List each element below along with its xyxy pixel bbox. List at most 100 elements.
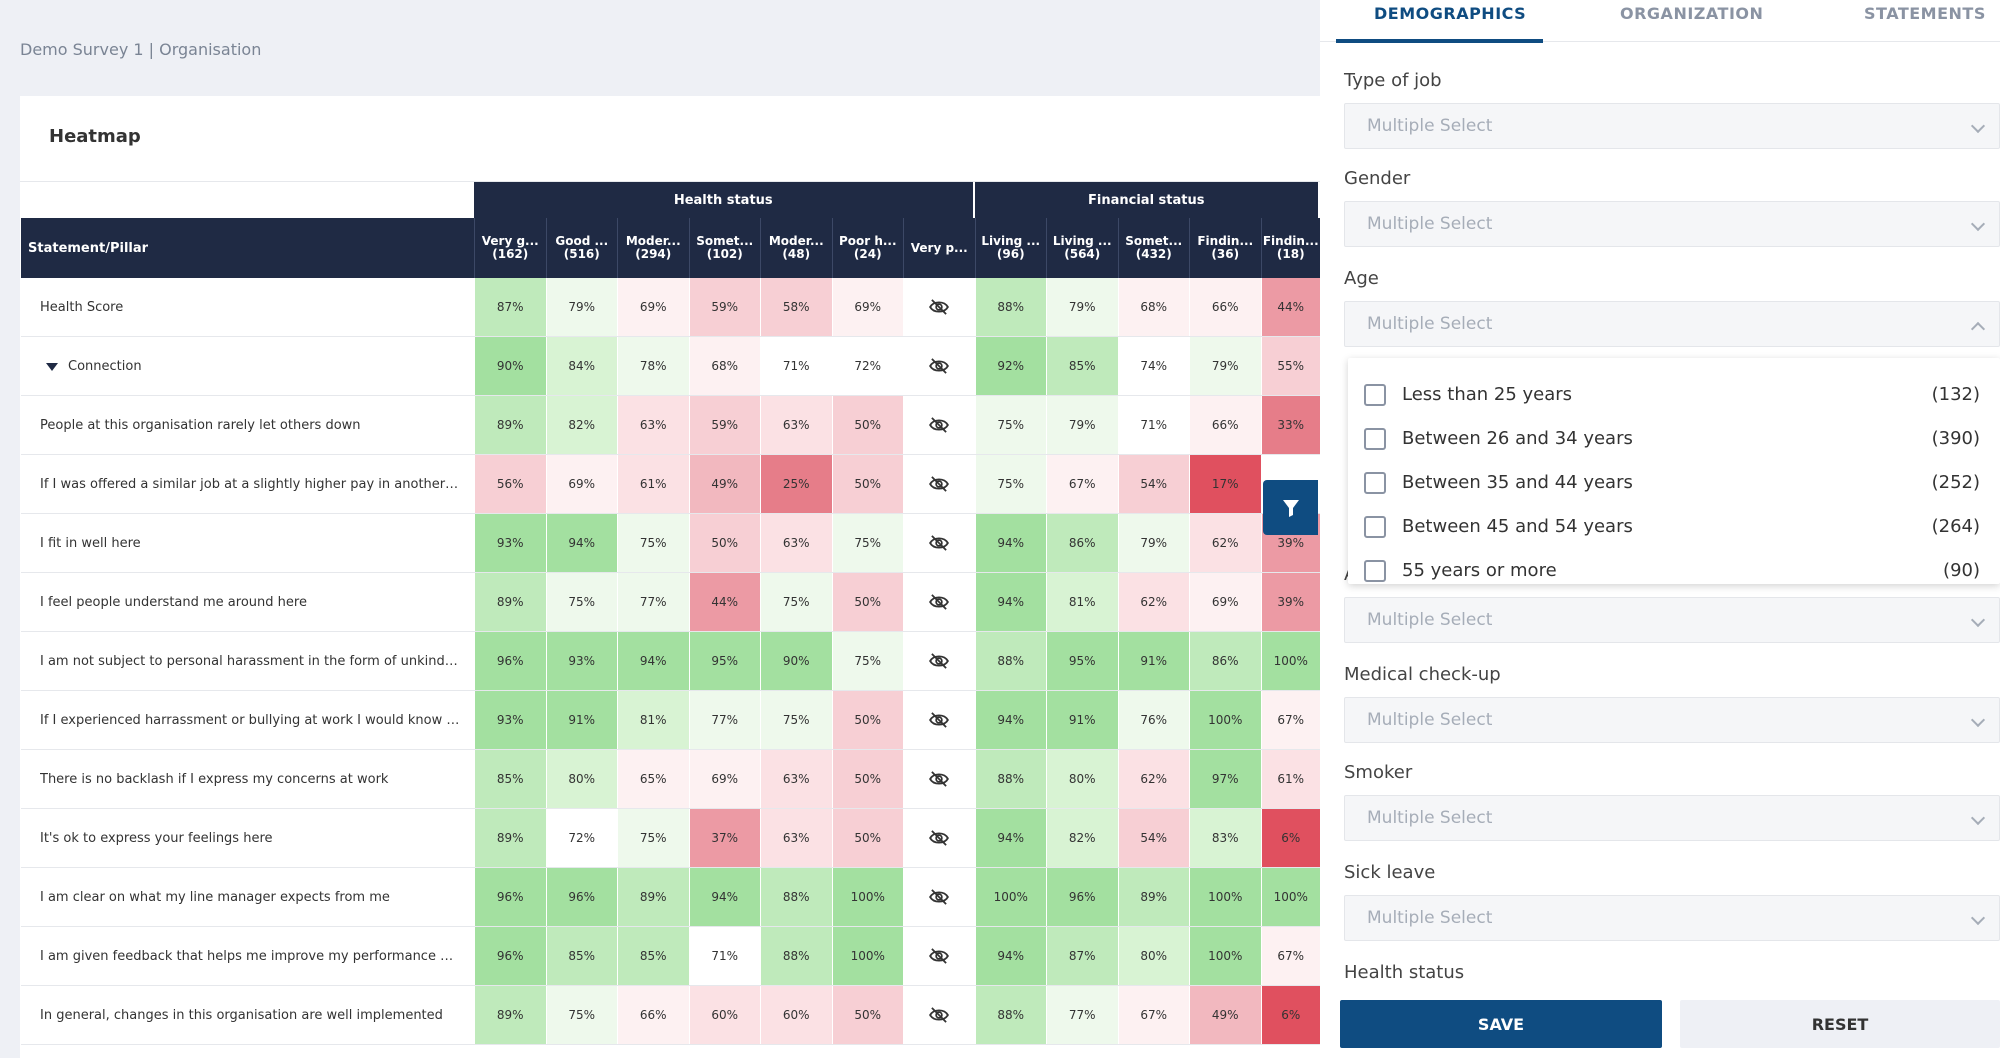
heatmap-cell[interactable]: 69% [1189,573,1261,631]
heatmap-cell[interactable]: 63% [760,809,832,867]
heatmap-cell[interactable]: 94% [974,691,1046,749]
heatmap-cell[interactable]: 96% [1046,868,1118,926]
heatmap-cell[interactable]: 71% [1117,396,1189,454]
column-header[interactable]: Living ... (96) [974,218,1047,278]
age-option[interactable]: Between 35 and 44 years (252) [1348,460,2000,504]
heatmap-cell[interactable]: 33% [1260,396,1320,454]
tab-demographics[interactable]: DEMOGRAPHICS [1374,4,1527,23]
checkbox[interactable] [1364,384,1386,406]
heatmap-cell[interactable]: 6% [1260,809,1320,867]
heatmap-cell[interactable]: 83% [1189,809,1261,867]
heatmap-cell[interactable] [903,396,975,454]
heatmap-cell[interactable]: 78% [617,337,689,395]
heatmap-cell[interactable]: 94% [974,927,1046,985]
heatmap-cell[interactable]: 89% [474,573,546,631]
heatmap-cell[interactable]: 61% [617,455,689,513]
heatmap-cell[interactable] [903,514,975,572]
heatmap-cell[interactable] [903,750,975,808]
heatmap-cell[interactable]: 69% [545,455,617,513]
heatmap-cell[interactable]: 95% [1046,632,1118,690]
heatmap-cell[interactable]: 67% [1260,691,1320,749]
heatmap-cell[interactable]: 100% [1260,632,1320,690]
heatmap-cell[interactable] [903,573,975,631]
heatmap-cell[interactable]: 95% [688,632,760,690]
column-header[interactable]: Somet... (432) [1117,218,1190,278]
column-header[interactable]: Good ... (516) [545,218,618,278]
heatmap-cell[interactable]: 89% [474,809,546,867]
heatmap-cell[interactable]: 65% [617,750,689,808]
heatmap-cell[interactable]: 79% [1189,337,1261,395]
heatmap-cell[interactable]: 61% [1260,750,1320,808]
heatmap-cell[interactable]: 66% [1189,396,1261,454]
heatmap-cell[interactable]: 67% [1046,455,1118,513]
heatmap-cell[interactable]: 17% [1189,455,1261,513]
heatmap-cell[interactable]: 75% [545,573,617,631]
heatmap-cell[interactable] [903,927,975,985]
age-option[interactable]: Less than 25 years (132) [1348,372,2000,416]
heatmap-cell[interactable]: 44% [688,573,760,631]
filter-select[interactable]: Multiple Select [1344,795,2000,841]
heatmap-cell[interactable]: 86% [1046,514,1118,572]
heatmap-cell[interactable]: 94% [974,514,1046,572]
column-header[interactable]: Somet... (102) [688,218,761,278]
heatmap-cell[interactable]: 100% [1260,868,1320,926]
heatmap-cell[interactable]: 49% [688,455,760,513]
heatmap-cell[interactable]: 86% [1189,632,1261,690]
heatmap-cell[interactable]: 74% [1117,337,1189,395]
heatmap-cell[interactable]: 58% [760,278,832,336]
heatmap-cell[interactable]: 72% [831,337,903,395]
heatmap-cell[interactable]: 67% [1117,986,1189,1044]
heatmap-cell[interactable]: 94% [974,573,1046,631]
heatmap-cell[interactable]: 56% [474,455,546,513]
heatmap-cell[interactable]: 76% [1117,691,1189,749]
heatmap-cell[interactable]: 69% [617,278,689,336]
heatmap-cell[interactable]: 80% [1117,927,1189,985]
heatmap-cell[interactable]: 50% [688,514,760,572]
heatmap-cell[interactable]: 79% [545,278,617,336]
heatmap-cell[interactable]: 50% [831,691,903,749]
heatmap-cell[interactable]: 66% [617,986,689,1044]
heatmap-cell[interactable]: 69% [831,278,903,336]
filter-toggle-button[interactable] [1263,480,1318,535]
heatmap-cell[interactable]: 94% [545,514,617,572]
heatmap-cell[interactable]: 75% [617,809,689,867]
heatmap-cell[interactable]: 50% [831,750,903,808]
heatmap-cell[interactable]: 90% [474,337,546,395]
column-header[interactable]: Findin... (36) [1189,218,1261,278]
heatmap-cell[interactable]: 75% [617,514,689,572]
heatmap-cell[interactable]: 100% [831,868,903,926]
heatmap-cell[interactable] [903,809,975,867]
heatmap-cell[interactable] [903,278,975,336]
heatmap-cell[interactable] [903,986,975,1044]
heatmap-cell[interactable]: 85% [1046,337,1118,395]
heatmap-cell[interactable]: 89% [474,986,546,1044]
heatmap-cell[interactable]: 54% [1117,455,1189,513]
heatmap-cell[interactable]: 89% [474,396,546,454]
heatmap-cell[interactable]: 55% [1260,337,1320,395]
heatmap-cell[interactable]: 39% [1260,573,1320,631]
filter-select[interactable]: Multiple Select [1344,697,2000,743]
statement-column-header[interactable]: Statement/Pillar [28,241,149,256]
heatmap-cell[interactable]: 94% [688,868,760,926]
heatmap-cell[interactable]: 88% [974,632,1046,690]
heatmap-cell[interactable]: 71% [688,927,760,985]
heatmap-cell[interactable]: 81% [617,691,689,749]
column-header[interactable]: Living ... (564) [1046,218,1118,278]
save-button[interactable]: SAVE [1340,1000,1662,1048]
heatmap-cell[interactable]: 77% [688,691,760,749]
tab-statements[interactable]: STATEMENTS [1864,4,1986,23]
checkbox[interactable] [1364,516,1386,538]
heatmap-cell[interactable]: 44% [1260,278,1320,336]
filter-select[interactable]: Multiple Select [1344,597,2000,643]
heatmap-cell[interactable]: 62% [1117,750,1189,808]
heatmap-cell[interactable]: 88% [974,278,1046,336]
heatmap-cell[interactable]: 96% [474,632,546,690]
heatmap-cell[interactable]: 82% [1046,809,1118,867]
heatmap-cell[interactable]: 50% [831,986,903,1044]
heatmap-cell[interactable] [903,691,975,749]
filter-select[interactable]: Multiple Select [1344,895,2000,941]
heatmap-cell[interactable]: 60% [760,986,832,1044]
heatmap-cell[interactable]: 100% [1189,691,1261,749]
heatmap-cell[interactable]: 100% [1189,927,1261,985]
heatmap-cell[interactable]: 62% [1189,514,1261,572]
